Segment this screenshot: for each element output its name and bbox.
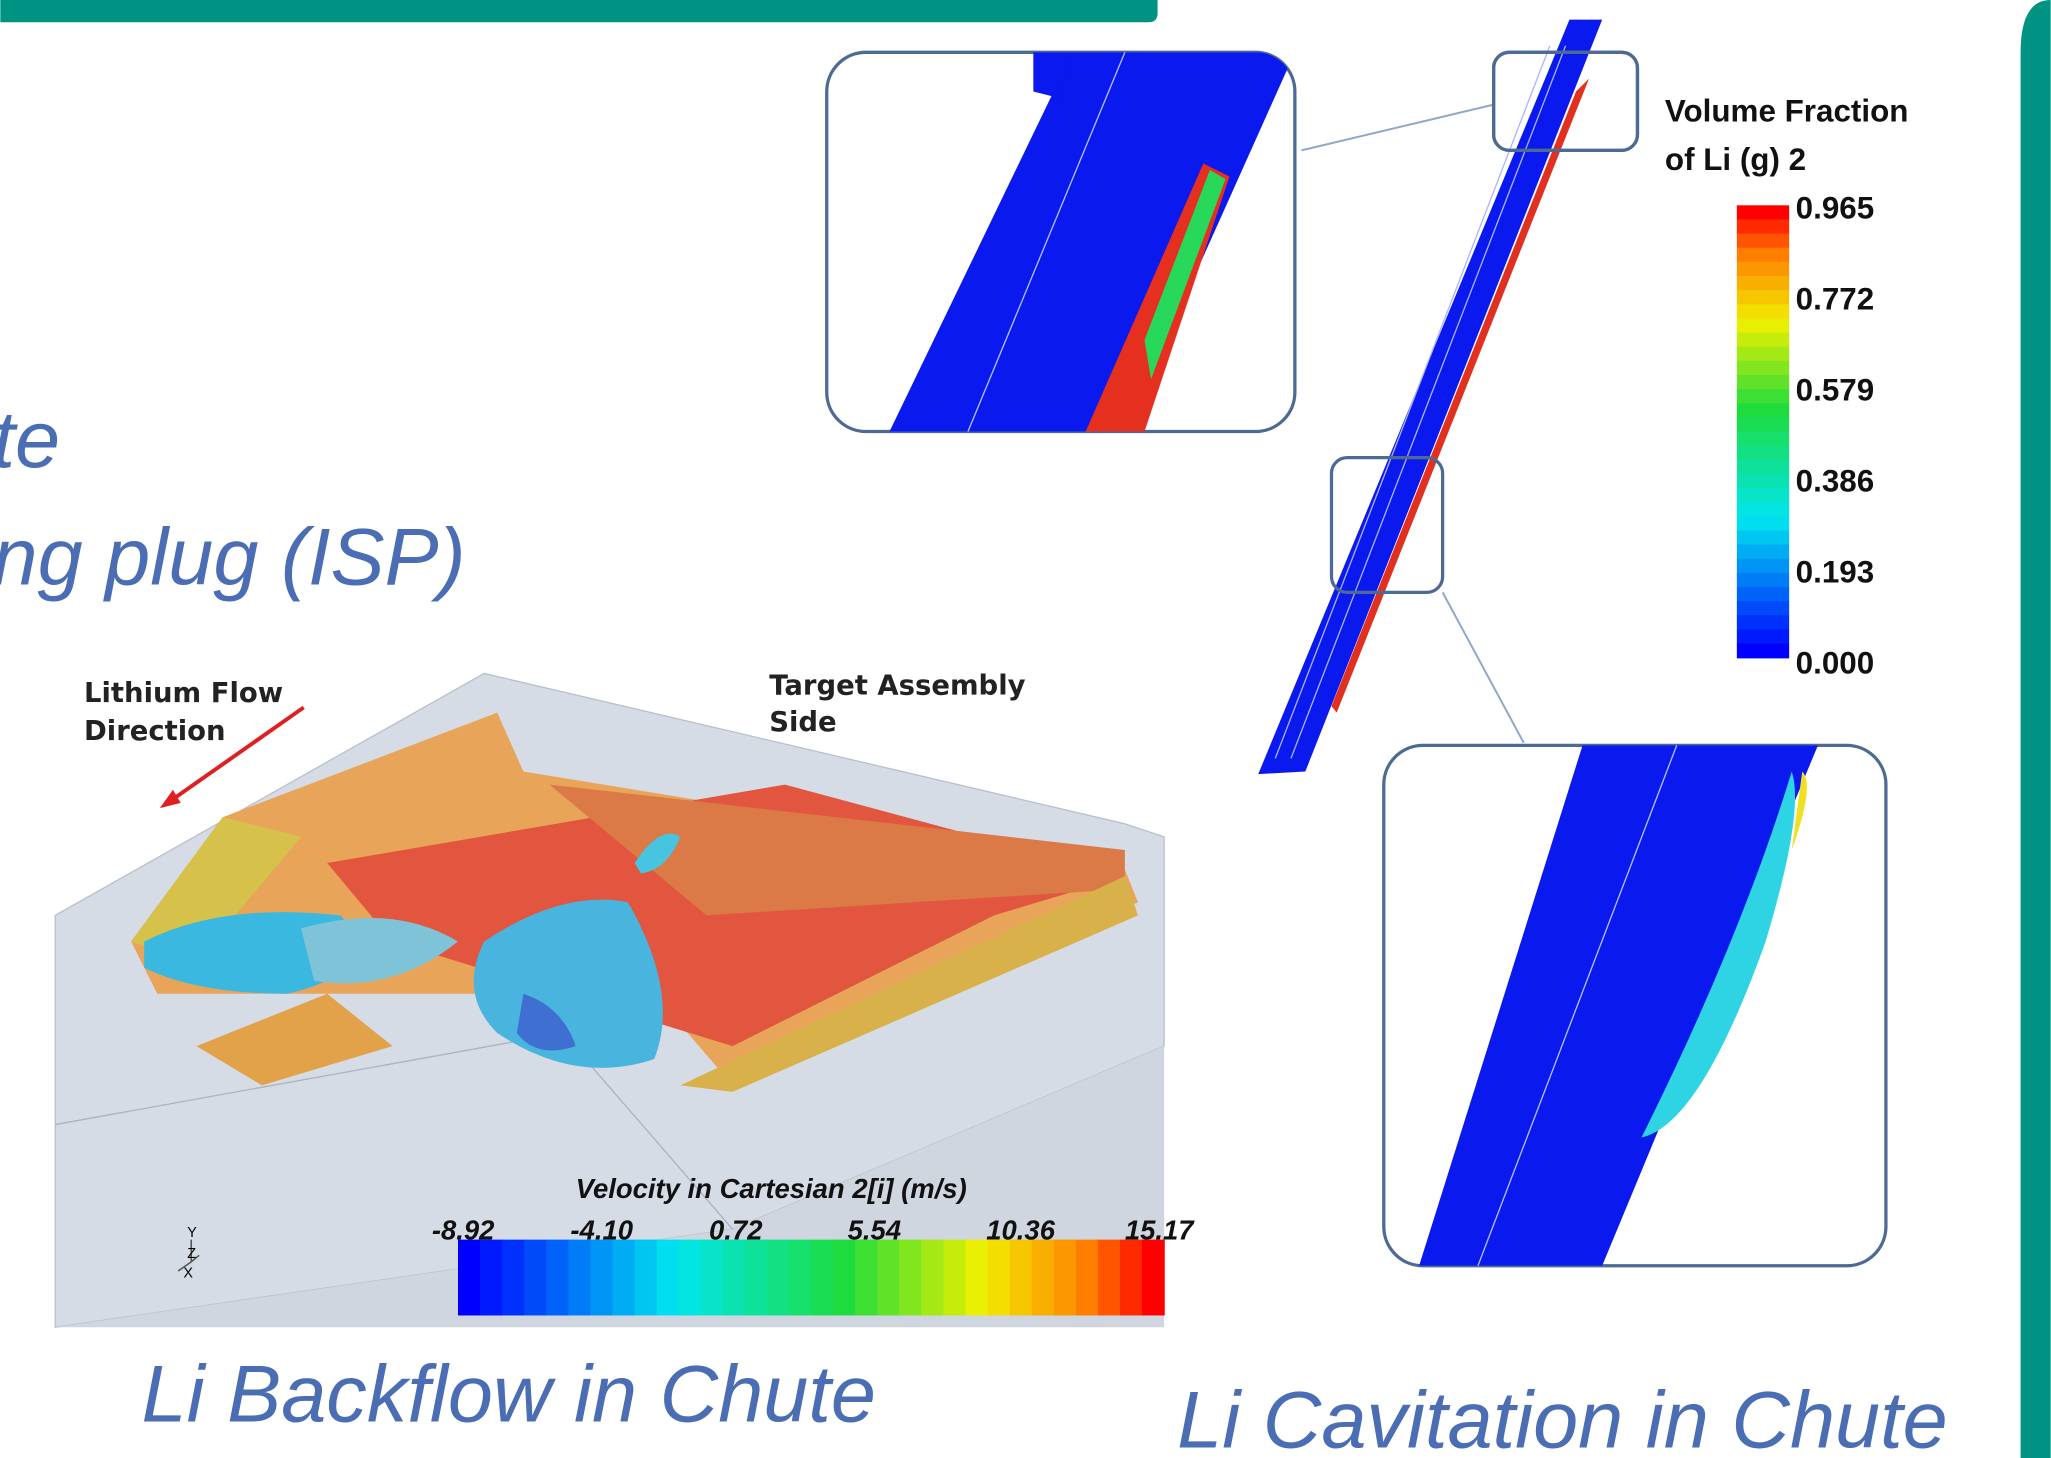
colorbar-step xyxy=(701,1240,724,1316)
top-bar xyxy=(0,0,1157,22)
colorbar-step xyxy=(1737,644,1789,659)
colorbar-step xyxy=(723,1240,746,1316)
colorbar-step xyxy=(1737,361,1789,376)
colorbar-tick-label: 10.36 xyxy=(986,1215,1055,1246)
colorbar-step xyxy=(1737,318,1789,333)
colorbar-step xyxy=(1737,234,1789,249)
axis-label: Y xyxy=(187,1225,197,1241)
colorbar-step xyxy=(1737,446,1789,461)
colorbar-step xyxy=(546,1240,569,1316)
colorbar-step xyxy=(1737,629,1789,644)
flow-label: Direction xyxy=(84,716,226,747)
colorbar-step xyxy=(590,1240,613,1316)
colorbar-step xyxy=(1737,516,1789,531)
colorbar-step xyxy=(1737,488,1789,503)
colorbar-step xyxy=(855,1240,878,1316)
colorbar-step xyxy=(1737,601,1789,616)
colorbar-step xyxy=(1737,615,1789,630)
colorbar-step xyxy=(943,1240,966,1316)
colorbar-step xyxy=(1737,219,1789,234)
side-label: Side xyxy=(769,707,836,738)
colorbar-step xyxy=(767,1240,790,1316)
colorbar-tick-label: -4.10 xyxy=(570,1215,633,1246)
colorbar-title: Volume Fraction xyxy=(1665,94,1908,129)
side-bar xyxy=(2021,0,2051,1458)
colorbar-step xyxy=(1098,1240,1121,1316)
colorbar-step xyxy=(1142,1240,1165,1316)
colorbar-tick-label: -8.92 xyxy=(432,1215,495,1246)
colorbar-title: Velocity in Cartesian 2[i] (m/s) xyxy=(576,1173,967,1204)
colorbar-tick-label: 0.965 xyxy=(1796,190,1875,225)
colorbar-step xyxy=(988,1240,1011,1316)
colorbar-step xyxy=(877,1240,900,1316)
colorbar-step xyxy=(1737,304,1789,319)
colorbar-step xyxy=(524,1240,547,1316)
title-fragment: te xyxy=(0,395,60,485)
colorbar-step xyxy=(657,1240,680,1316)
colorbar-title: of Li (g) 2 xyxy=(1665,142,1806,177)
colorbar-step xyxy=(1737,587,1789,602)
colorbar-step xyxy=(1737,559,1789,574)
colorbar-tick-label: 0.000 xyxy=(1796,645,1875,680)
colorbar-step xyxy=(833,1240,856,1316)
colorbar-tick-label: 0.72 xyxy=(709,1215,762,1246)
page: te ng plug (ISP) Lithium Flow Direction … xyxy=(0,0,2051,1458)
colorbar-step xyxy=(1737,205,1789,220)
colorbar-step xyxy=(1054,1240,1077,1316)
colorbar-step xyxy=(480,1240,503,1316)
colorbar-step xyxy=(1737,375,1789,390)
colorbar-step xyxy=(1737,403,1789,418)
side-label: Target Assembly xyxy=(769,670,1025,701)
colorbar-step xyxy=(1737,460,1789,475)
colorbar-step xyxy=(789,1240,812,1316)
colorbar-step xyxy=(1737,530,1789,545)
colorbar-tick-label: 5.54 xyxy=(848,1215,901,1246)
caption: Li Backflow in Chute xyxy=(142,1349,876,1439)
colorbar-tick-label: 0.386 xyxy=(1796,463,1875,498)
axis-label: Z xyxy=(187,1246,196,1262)
colorbar-step xyxy=(1737,276,1789,291)
colorbar-step xyxy=(745,1240,768,1316)
colorbar-tick-label: 0.772 xyxy=(1796,281,1875,316)
colorbar-step xyxy=(811,1240,834,1316)
colorbar-step xyxy=(921,1240,944,1316)
flow-label: Lithium Flow xyxy=(84,678,283,709)
colorbar-step xyxy=(1737,545,1789,560)
colorbar-step xyxy=(679,1240,702,1316)
colorbar-step xyxy=(502,1240,525,1316)
colorbar-step xyxy=(1737,248,1789,263)
colorbar-tick-label: 15.17 xyxy=(1125,1215,1195,1246)
colorbar-step xyxy=(1737,573,1789,588)
colorbar-step xyxy=(966,1240,989,1316)
colorbar-step xyxy=(1737,333,1789,348)
colorbar-step xyxy=(568,1240,591,1316)
colorbar-step xyxy=(1737,262,1789,277)
backflow-figure: Lithium Flow Direction Target Assembly S… xyxy=(55,660,1195,1330)
colorbar-step xyxy=(899,1240,922,1316)
colorbar-step xyxy=(1010,1240,1033,1316)
colorbar-step xyxy=(458,1240,481,1316)
colorbar-tick-label: 0.193 xyxy=(1796,554,1875,589)
colorbar-step xyxy=(1737,432,1789,447)
colorbar-step xyxy=(1076,1240,1099,1316)
caption: Li Cavitation in Chute xyxy=(1177,1376,1948,1458)
colorbar-step xyxy=(1737,502,1789,517)
colorbar-step xyxy=(1737,417,1789,432)
colorbar-step xyxy=(1032,1240,1055,1316)
colorbar-step xyxy=(1737,290,1789,305)
colorbar-tick-label: 0.579 xyxy=(1796,372,1875,407)
title-fragment: ng plug (ISP) xyxy=(0,513,466,603)
colorbar-step xyxy=(1737,474,1789,489)
colorbar-step xyxy=(612,1240,635,1316)
colorbar-step xyxy=(1737,347,1789,362)
colorbar-step xyxy=(635,1240,658,1316)
colorbar-step xyxy=(1120,1240,1143,1316)
colorbar-step xyxy=(1737,389,1789,404)
slide: te ng plug (ISP) Lithium Flow Direction … xyxy=(0,0,2051,1458)
axis-label: X xyxy=(183,1266,193,1282)
